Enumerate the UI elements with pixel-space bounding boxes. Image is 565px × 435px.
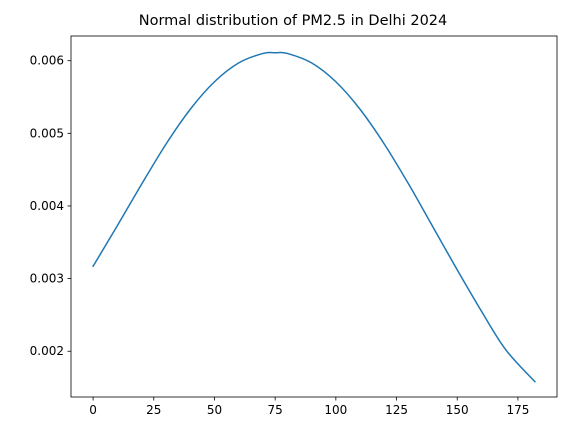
plot-frame bbox=[70, 35, 558, 398]
x-tick-label: 0 bbox=[89, 403, 97, 417]
series-line-0 bbox=[92, 51, 536, 383]
y-tick-label: 0.004 bbox=[30, 199, 64, 213]
x-axis: 0 25 50 75 100 125 150 175 bbox=[89, 397, 529, 417]
x-tick-label: 25 bbox=[146, 403, 161, 417]
x-tick-label: 150 bbox=[446, 403, 469, 417]
x-tick-label: 125 bbox=[385, 403, 408, 417]
y-tick-label: 0.002 bbox=[30, 344, 64, 358]
x-tick-label: 75 bbox=[268, 403, 283, 417]
y-axis: 0.002 0.003 0.004 0.005 0.006 bbox=[30, 54, 71, 358]
y-tick-label: 0.006 bbox=[30, 54, 64, 68]
y-tick-label: 0.003 bbox=[30, 272, 64, 286]
chart-title: Normal distribution of PM2.5 in Delhi 20… bbox=[139, 13, 448, 29]
x-tick-label: 50 bbox=[207, 403, 222, 417]
plot-layer bbox=[92, 51, 536, 383]
x-tick-label: 100 bbox=[324, 403, 347, 417]
y-tick-label: 0.005 bbox=[30, 126, 64, 140]
x-tick-label: 175 bbox=[506, 403, 529, 417]
